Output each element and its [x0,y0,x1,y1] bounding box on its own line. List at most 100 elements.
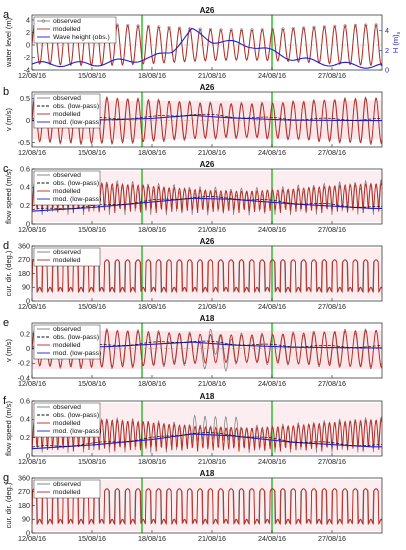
x-tick-label: 24/08/16 [258,71,286,80]
x-tick-label: 15/08/16 [78,148,106,157]
panel-f: 0 0.2 0.4 0.6 12/08/16 15/08/16 18/08/16 21/08/… [3,392,383,466]
axes-frame [31,400,383,457]
panel-title: A18 [200,392,215,401]
series-obs-lowpass [32,196,382,210]
panel-letter: d [3,240,9,252]
x-tick-label: 24/08/16 [258,225,286,234]
observed-point [353,23,358,28]
y-axis-label: flow speed (m/s) [4,168,13,224]
x-tick-label: 15/08/16 [78,71,106,80]
y-tick-label: 2 [26,28,30,37]
x-tick-label: 27/08/16 [318,457,346,466]
series-lowpass [32,197,382,212]
panel-title: A26 [200,237,215,246]
legend-entry: modelled [53,188,81,195]
observed-point [364,23,368,27]
observed-point [157,25,161,29]
observed-point [136,24,140,28]
y-tick-label: 0.2 [20,201,30,210]
y-axis-label: flow speed (m/s) [4,400,13,456]
y-tick-label: 0 [26,344,30,353]
observed-point [198,27,202,31]
x-tick-label: 12/08/16 [18,534,46,543]
y2-tick-label: 4 [385,26,389,35]
y-tick-label: 0 [26,451,30,460]
y-tick-label: -4 [24,65,30,74]
x-tick-label: 18/08/16 [138,148,166,157]
legend-entry: modelled [53,257,81,264]
series-wave-height [32,27,382,69]
observed-point [302,26,306,30]
observed-point [343,24,347,28]
panel-b: -0.5 0 0.5 12/08/16 15/08/16 18/08/16 21/08/16… [3,83,383,157]
y-tick-label: 0.6 [20,396,30,405]
y-axis-label: v (m/s) [4,108,13,131]
x-tick-label: 21/08/16 [198,148,226,157]
panel-e: -0.4 -0.2 0 0.2 12/08/16 15/08/16 18/08/16 21/0… [3,314,383,388]
y-tick-label: 0.5 [20,94,30,103]
observed-point [126,23,130,28]
legend-entry: obs. (low-pass) [53,412,99,419]
y2-axis-label-subscript: s [396,31,402,34]
observed-point [322,25,327,29]
y-tick-label: 180 [18,269,30,278]
x-tick-label: 18/08/16 [138,71,166,80]
series-obs-lowpass [32,432,382,448]
x-tick-label: 21/08/16 [198,534,226,543]
panel-letter: a [3,9,10,21]
y-tick-label: 0.2 [20,433,30,442]
x-tick-label: 18/08/16 [138,302,166,311]
x-tick-label: 24/08/16 [258,148,286,157]
x-tick-label: 18/08/16 [138,457,166,466]
y-tick-label: 0 [26,116,30,125]
panel-title: A18 [200,314,215,323]
legend-box [33,247,101,267]
legend-box [33,479,101,499]
legend-entry: mod. (low-pass) [53,119,101,126]
y-tick-label: 0.4 [20,183,30,192]
x-tick-label: 27/08/16 [318,302,346,311]
series-modelled [32,23,382,67]
y-tick-label: 90 [22,283,30,292]
axes-frame [31,91,383,148]
observed-point [229,28,233,32]
legend-entry: Wave height (obs.) [53,34,110,41]
observed-point [177,26,182,30]
x-tick-label: 21/08/16 [198,71,226,80]
x-tick-label: 12/08/16 [18,379,46,388]
y-tick-label: 360 [18,241,30,250]
y-axis-label: water level (m) [4,17,13,68]
observed-point [271,27,275,32]
series-modelled [32,259,382,294]
legend-entry: obs. (low-pass) [53,103,99,110]
y-tick-label: 0 [26,219,30,228]
x-tick-label: 18/08/16 [138,379,166,388]
x-tick-label: 21/08/16 [198,457,226,466]
legend-marker [41,19,46,23]
x-tick-label: 24/08/16 [258,534,286,543]
x-tick-label: 27/08/16 [318,148,346,157]
x-tick-label: 24/08/16 [258,457,286,466]
panel-letter: b [3,86,9,98]
panel-letter: c [3,163,9,175]
y-tick-label: -0.5 [18,138,30,147]
observed-point [219,28,223,32]
observed-point [281,27,285,31]
observed-point [146,24,151,29]
y2-axis-label: H (m)s [391,31,402,53]
y-tick-label: 360 [18,473,30,482]
axes-frame [31,322,383,379]
panel-g: 0 90 180 270 360 12/08/16 15/08/16 18/08/16 21/0… [3,469,383,543]
x-tick-label: 15/08/16 [78,534,106,543]
observed-point [239,28,244,32]
panel-c: 0 0.2 0.4 0.6 12/08/16 15/08/16 18/08/16 21/08/… [3,160,383,234]
observed-point [312,25,316,30]
y-tick-label: 4 [26,15,30,24]
legend-entry: observed [53,326,81,333]
legend-entry: observed [53,249,81,256]
y-tick-label: 0 [26,528,30,537]
legend-entry: modelled [53,111,81,118]
x-tick-label: 15/08/16 [78,225,106,234]
x-tick-label: 21/08/16 [198,225,226,234]
